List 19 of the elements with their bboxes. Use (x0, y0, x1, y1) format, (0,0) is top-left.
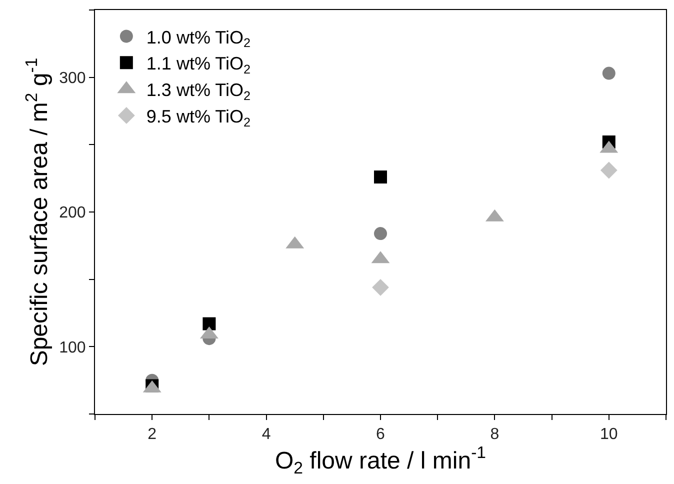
legend-label: 1.0 wt% TiO$_{2}$ (146, 27, 250, 50)
x-tick-label: 6 (376, 426, 386, 444)
y-tick-label: 300 (59, 70, 86, 87)
y-tick-label: 100 (59, 339, 86, 356)
point (602, 66, 616, 80)
legend-label: 1.3 wt% TiO$_{2}$ (146, 80, 250, 103)
point (374, 170, 387, 184)
point (600, 162, 618, 179)
x-axis-title: O$_{2}$ flow rate / l min$^{-1}$ (275, 443, 486, 478)
x-tick-label: 2 (148, 426, 157, 444)
point (374, 227, 387, 240)
x-tick-label: 8 (490, 426, 500, 444)
x-tick-label: 10 (600, 426, 618, 444)
y-tick-label: 200 (59, 204, 86, 222)
legend-label: 9.5 wt% TiO$_{2}$ (146, 106, 250, 130)
x-tick-label: 4 (262, 426, 271, 444)
legend-label: 1.1 wt% TiO$_{2}$ (146, 54, 250, 76)
point (202, 317, 216, 330)
point (372, 278, 389, 296)
